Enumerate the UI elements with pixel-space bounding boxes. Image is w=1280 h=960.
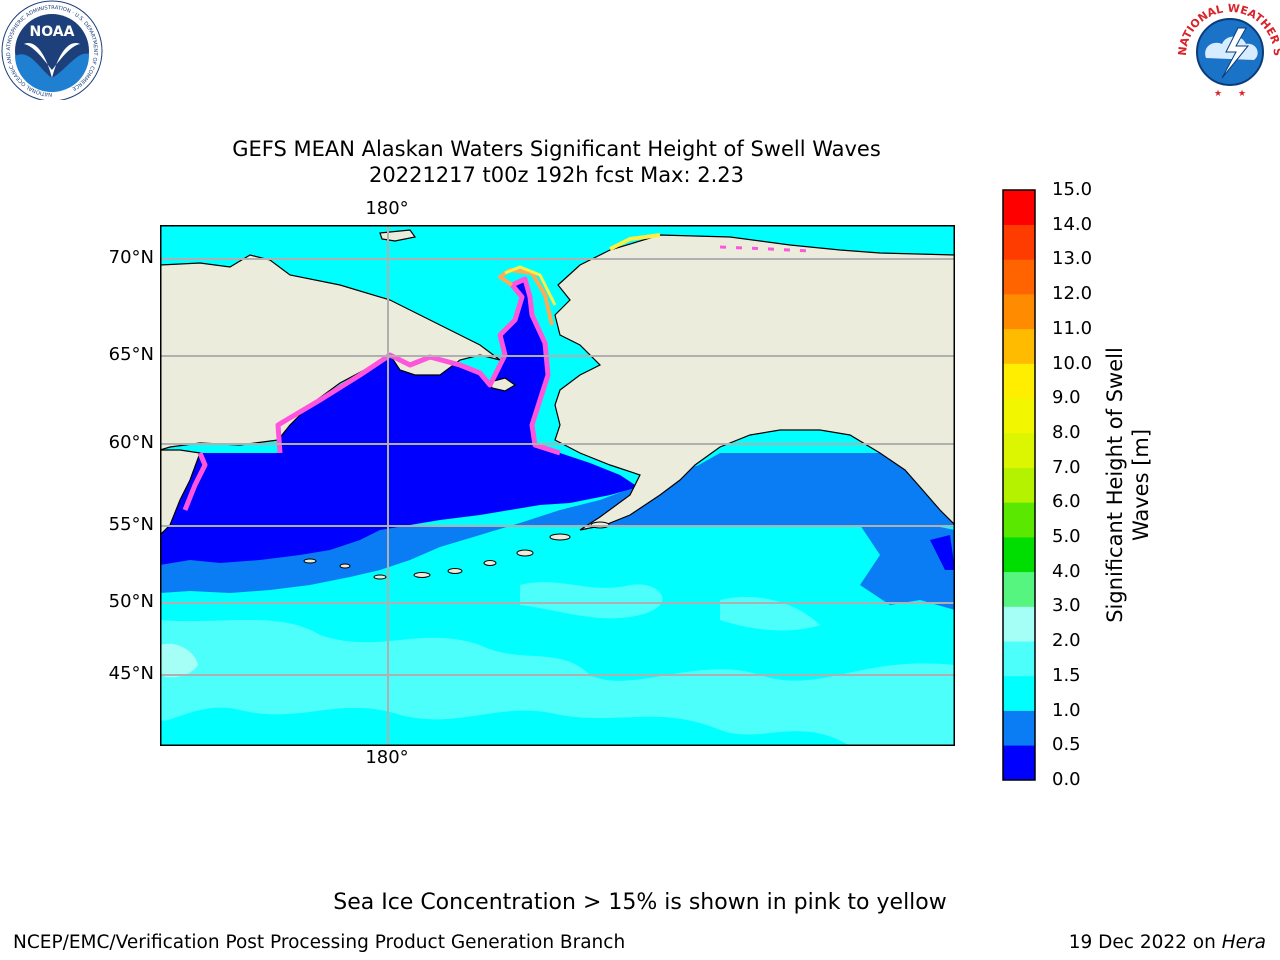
swell-0.0-0.5-bering (160, 279, 638, 565)
lon-label-bottom: 180° (365, 747, 409, 768)
svg-text:★: ★ (1238, 89, 1246, 99)
colorbar-bin-14.0-15.0 (1003, 190, 1035, 226)
colorbar-bin-1.0-1.5 (1003, 675, 1035, 711)
chart-subtitle: 20221217 t00z 192h fcst Max: 2.23 (369, 163, 744, 187)
colorbar-tick-label: 8.0 (1052, 421, 1081, 443)
colorbar-tick-label: 13.0 (1052, 248, 1093, 270)
lat-label-60n: 60°N (108, 432, 154, 453)
lat-label-45n: 45°N (108, 663, 154, 684)
colorbar-tick-label: 1.5 (1052, 664, 1081, 686)
svg-text:★: ★ (1214, 89, 1222, 99)
footer-branch: NCEP/EMC/Verification Post Processing Pr… (13, 932, 626, 953)
colorbar-bin-6.0-7.0 (1003, 467, 1035, 503)
chart-title: GEFS MEAN Alaskan Waters Significant Hei… (232, 137, 881, 161)
map-frame (160, 225, 955, 746)
lat-label-65n: 65°N (108, 344, 154, 365)
swell-2.0-3.0-patch (160, 643, 198, 678)
colorbar-bin-0.0-0.5 (1003, 745, 1035, 781)
colorbar-bin-4.0-5.0 (1003, 537, 1035, 573)
lat-label-70n: 70°N (108, 247, 154, 268)
map-panel (160, 225, 955, 746)
sea-ice-edge (182, 233, 811, 511)
sea-ice-note: Sea Ice Concentration > 15% is shown in … (333, 890, 947, 915)
colorbar-tick-label: 0.0 (1052, 769, 1081, 790)
colorbar-bin-13.0-14.0 (1003, 224, 1035, 260)
colorbar-title-line2: Waves [m] (1129, 428, 1153, 542)
colorbar-bin-5.0-6.0 (1003, 502, 1035, 538)
swell-0.5-1.0-gulf (690, 453, 955, 610)
colorbar-bin-8.0-9.0 (1003, 398, 1035, 434)
land-kamchatka (160, 449, 201, 536)
aleutian-islands (303, 521, 610, 580)
colorbar-tick-label: 2.0 (1052, 630, 1081, 652)
colorbar-tick-label: 9.0 (1052, 387, 1081, 409)
colorbar-tick-label: 14.0 (1052, 213, 1093, 235)
colorbar-bin-12.0-13.0 (1003, 259, 1035, 295)
colorbar-bin-9.0-10.0 (1003, 363, 1035, 399)
lon-label-top: 180° (365, 198, 409, 219)
colorbar-frame (1002, 189, 1036, 781)
colorbar-bin-1.5-2.0 (1003, 641, 1035, 677)
swell-0.0-0.5-coast (930, 535, 955, 570)
colorbar-tick-label: 15.0 (1052, 179, 1093, 200)
colorbar-bin-3.0-4.0 (1003, 571, 1035, 607)
gridlines (160, 225, 955, 746)
colorbar-bin-2.0-3.0 (1003, 606, 1035, 642)
colorbar-bin-11.0-12.0 (1003, 294, 1035, 330)
land-siberia (160, 254, 501, 451)
colorbar-tick-label: 12.0 (1052, 283, 1093, 305)
noaa-logo-text: NOAA (30, 24, 75, 40)
colorbar-tick-label: 6.0 (1052, 491, 1081, 513)
colorbar-bin-7.0-8.0 (1003, 432, 1035, 468)
nws-logo: NATIONAL WEATHER SERVICE ★ ★ (1178, 0, 1280, 99)
colorbar-tick-label: 10.0 (1052, 352, 1093, 374)
footer-date: 19 Dec 2022 on Hera (1069, 932, 1266, 953)
noaa-logo: NATIONAL OCEANIC AND ATMOSPHERIC ADMINIS… (1, 0, 103, 100)
lat-label-50n: 50°N (108, 591, 154, 612)
land (160, 229, 955, 536)
colorbar-tick-label: 7.0 (1052, 456, 1081, 478)
colorbar-tick-label: 3.0 (1052, 595, 1081, 617)
footer-date-text: 19 Dec 2022 on (1068, 932, 1216, 953)
lat-label-55n: 55°N (108, 514, 154, 535)
footer-host: Hera (1221, 932, 1266, 953)
colorbar (1002, 189, 1036, 781)
colorbar-bin-10.0-11.0 (1003, 328, 1035, 364)
colorbar-tick-label: 0.5 (1052, 734, 1081, 756)
colorbar-tick-label: 5.0 (1052, 526, 1081, 548)
colorbar-title-line1: Significant Height of Swell (1103, 347, 1127, 623)
colorbar-bin-0.5-1.0 (1003, 710, 1035, 746)
colorbar-tick-label: 11.0 (1052, 317, 1093, 339)
colorbar-tick-label: 4.0 (1052, 560, 1081, 582)
colorbar-tick-label: 1.0 (1052, 699, 1081, 721)
land-st-lawrence (489, 377, 517, 392)
swell-1.5-2.0-patches (160, 582, 955, 746)
